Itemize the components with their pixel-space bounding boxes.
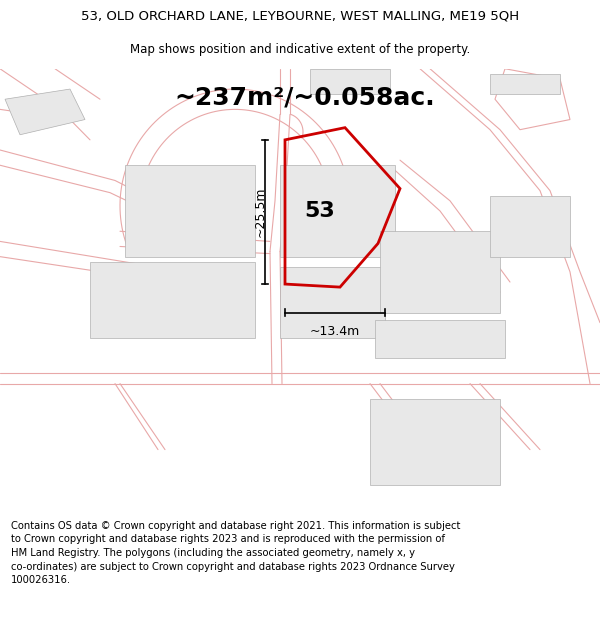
Bar [125,165,255,257]
Text: 53: 53 [305,201,335,221]
Text: Contains OS data © Crown copyright and database right 2021. This information is : Contains OS data © Crown copyright and d… [11,521,460,585]
Bar [370,399,500,485]
Bar [280,165,395,257]
Text: ~13.4m: ~13.4m [310,325,360,338]
Bar [310,69,390,94]
Bar [380,231,500,312]
Text: 53, OLD ORCHARD LANE, LEYBOURNE, WEST MALLING, ME19 5QH: 53, OLD ORCHARD LANE, LEYBOURNE, WEST MA… [81,10,519,23]
Bar [490,74,560,94]
Text: ~25.5m: ~25.5m [254,187,266,238]
Text: Map shows position and indicative extent of the property.: Map shows position and indicative extent… [130,42,470,56]
Bar [90,262,255,338]
Bar [375,319,505,358]
Polygon shape [495,69,570,130]
Bar [490,196,570,257]
Polygon shape [5,89,85,135]
Text: ~237m²/~0.058ac.: ~237m²/~0.058ac. [175,86,436,109]
Bar [280,267,385,338]
